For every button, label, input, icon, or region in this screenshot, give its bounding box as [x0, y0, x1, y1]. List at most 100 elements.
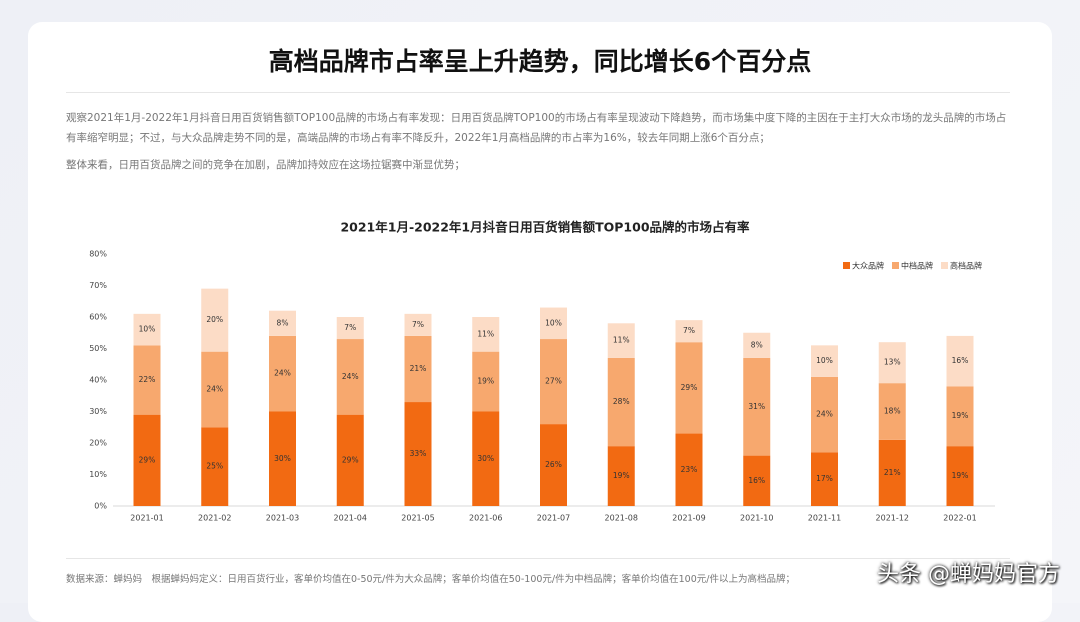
bar-segment — [811, 376, 838, 453]
bar-segment — [133, 414, 161, 506]
data-label: 10% — [545, 318, 562, 327]
y-tick-label: 80% — [89, 250, 107, 259]
data-label: 19% — [477, 377, 494, 386]
bar-segment — [878, 342, 906, 384]
bar-segment — [743, 357, 771, 456]
data-label: 23% — [681, 465, 698, 474]
x-tick-label: 2021-12 — [876, 514, 909, 523]
y-tick-label: 40% — [89, 376, 107, 385]
x-tick-label: 2021-10 — [740, 514, 773, 523]
x-tick-label: 2021-07 — [537, 514, 570, 523]
data-label: 13% — [884, 358, 901, 367]
data-label: 7% — [683, 326, 695, 335]
legend-swatch — [941, 262, 948, 269]
data-label: 8% — [751, 340, 763, 349]
legend-label: 大众品牌 — [852, 261, 884, 271]
bar-segment — [404, 402, 432, 506]
bar-segment — [946, 446, 974, 506]
page-title: 高档品牌市占率呈上升趋势，同比增长6个百分点 — [268, 47, 812, 76]
x-tick-label: 2021-02 — [198, 514, 231, 523]
x-tick-label: 2021-09 — [672, 514, 705, 523]
bar-segment — [675, 320, 703, 343]
bar-segment — [269, 335, 296, 412]
legend-label: 中档品牌 — [901, 261, 933, 271]
data-label: 7% — [344, 323, 356, 332]
data-label: 11% — [613, 336, 630, 345]
data-label: 31% — [748, 402, 765, 411]
bar-segment — [540, 307, 567, 340]
data-label: 17% — [816, 474, 833, 483]
bar-segment — [269, 411, 296, 506]
x-tick-label: 2021-03 — [266, 514, 299, 523]
data-label: 19% — [952, 471, 969, 480]
bar-segment — [878, 383, 906, 440]
bar-segment — [607, 323, 635, 358]
y-tick-label: 0% — [94, 502, 107, 511]
bar-segment — [878, 439, 906, 506]
data-label: 29% — [342, 455, 359, 464]
paragraph: 整体来看，日用百货品牌之间的竞争在加剧，品牌加持效应在这场拉锯赛中渐显优势； — [66, 159, 465, 171]
data-label: 18% — [884, 407, 901, 416]
data-label: 25% — [206, 462, 223, 471]
bar-segment — [336, 339, 364, 415]
bar-segment — [946, 386, 974, 447]
bar-segment — [336, 414, 364, 506]
bar-segment — [540, 424, 567, 506]
bar-segment — [133, 313, 161, 346]
bar-segment — [201, 351, 229, 428]
paragraph: 观察2021年1月-2022年1月抖音日用百货销售额TOP100品牌的市场占有率… — [66, 112, 1007, 144]
x-tick-label: 2021-08 — [605, 514, 638, 523]
data-label: 10% — [816, 356, 833, 365]
bar-segment — [607, 357, 635, 447]
bar-segment — [201, 427, 229, 506]
data-label: 27% — [545, 377, 562, 386]
data-label: 19% — [952, 411, 969, 420]
watermark: 头条 @蝉妈妈官方 — [877, 562, 1060, 587]
x-tick-label: 2021-11 — [808, 514, 841, 523]
y-tick-label: 10% — [89, 470, 107, 479]
data-label: 24% — [274, 369, 291, 378]
bar-segment — [946, 335, 974, 387]
data-label: 8% — [277, 318, 289, 327]
bar-segment — [743, 455, 771, 506]
bar-segment — [675, 342, 703, 434]
y-tick-label: 50% — [89, 344, 107, 353]
data-label: 16% — [952, 356, 969, 365]
x-tick-label: 2021-04 — [334, 514, 367, 523]
y-tick-label: 30% — [89, 407, 107, 416]
data-label: 7% — [412, 320, 424, 329]
bar-segment — [743, 332, 771, 358]
data-label: 24% — [206, 384, 223, 393]
source-note: 数据来源：蝉妈妈 根据蝉妈妈定义：日用百货行业，客单价均值在0-50元/件为大众… — [66, 574, 795, 585]
bar-segment — [811, 345, 838, 377]
data-label: 30% — [274, 454, 291, 463]
x-tick-label: 2021-06 — [469, 514, 502, 523]
data-label: 22% — [139, 375, 156, 384]
x-tick-label: 2021-05 — [401, 514, 434, 523]
divider — [66, 558, 1010, 559]
bar-segment — [133, 345, 161, 415]
y-tick-label: 70% — [89, 281, 107, 290]
bar-segment — [811, 452, 838, 506]
data-label: 24% — [816, 410, 833, 419]
data-label: 26% — [545, 460, 562, 469]
bar-segment — [472, 411, 500, 506]
data-label: 21% — [410, 364, 427, 373]
legend-swatch — [843, 262, 850, 269]
data-label: 29% — [139, 455, 156, 464]
divider — [66, 92, 1010, 93]
chart-title: 2021年1月-2022年1月抖音日用百货销售额TOP100品牌的市场占有率 — [340, 220, 750, 235]
bar-segment — [472, 351, 500, 412]
page: 高档品牌市占率呈上升趋势，同比增长6个百分点 观察2021年1月-2022年1月… — [0, 0, 1080, 603]
bar-segment — [201, 288, 229, 352]
x-tick-label: 2021-01 — [130, 514, 163, 523]
bar-segment — [675, 433, 703, 506]
data-label: 28% — [613, 397, 630, 406]
x-tick-label: 2022-01 — [943, 514, 976, 523]
data-label: 24% — [342, 372, 359, 381]
bar-segment — [404, 313, 432, 336]
legend-label: 高档品牌 — [950, 261, 982, 271]
data-label: 11% — [477, 329, 494, 338]
bar-segment — [336, 317, 364, 340]
data-label: 29% — [681, 383, 698, 392]
